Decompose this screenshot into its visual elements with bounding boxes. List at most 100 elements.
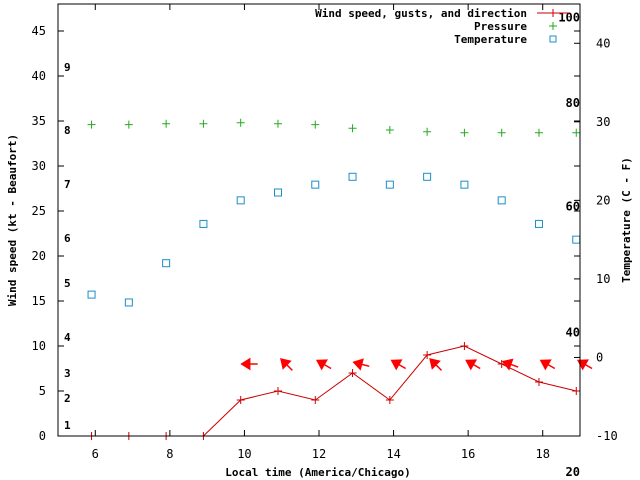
- y2-tick-label: 10: [596, 272, 610, 286]
- pressure-point: [273, 119, 282, 128]
- beaufort-label: 5: [64, 277, 71, 290]
- legend-wind-label: Wind speed, gusts, and direction: [315, 7, 527, 20]
- beaufort-label: 8: [64, 124, 71, 137]
- y2-tick-label: 40: [596, 36, 610, 50]
- x-tick-label: 12: [312, 447, 326, 461]
- y2-tick-label: 0: [596, 350, 603, 364]
- y-tick-label: 20: [32, 249, 46, 263]
- y-tick-label: 10: [32, 339, 46, 353]
- x-axis-label: Local time (America/Chicago): [225, 466, 410, 479]
- pressure-point: [460, 128, 469, 137]
- wind-direction-arrow: [240, 357, 258, 371]
- beaufort-label: 4: [64, 331, 71, 344]
- wind-point: [572, 387, 581, 395]
- pressure-point: [423, 127, 432, 136]
- beaufort-label: 9: [64, 61, 71, 74]
- wind-direction-arrows: [240, 357, 593, 371]
- pressure-point: [199, 119, 208, 128]
- pressure-point: [385, 126, 394, 134]
- wind-direction-arrow: [280, 358, 293, 371]
- pressure-point: [311, 120, 320, 129]
- fahrenheit-label: 100: [558, 11, 580, 25]
- x-axis-ticks: 6 8 10 12 14 16 18: [92, 4, 550, 461]
- fahrenheit-label: 80: [566, 96, 580, 110]
- temperature-point: [423, 172, 432, 181]
- temperature-point: [534, 219, 543, 228]
- y2-tick-label: 30: [596, 115, 610, 129]
- wind-point: [273, 387, 282, 395]
- pressure-series: [87, 118, 581, 137]
- wind-direction-arrow: [352, 358, 370, 371]
- y2-tick-label: 20: [596, 193, 610, 207]
- pressure-point: [236, 118, 245, 127]
- wind-point: [236, 396, 245, 404]
- temperature-point: [162, 259, 171, 268]
- x-tick-label: 14: [386, 447, 400, 461]
- legend-temperature-marker: [549, 35, 557, 43]
- wind-point: [311, 396, 320, 404]
- pressure-point: [348, 124, 357, 133]
- wind-point: [385, 396, 394, 404]
- beaufort-label: 2: [64, 392, 71, 405]
- temperature-point: [311, 180, 320, 189]
- temperature-point: [124, 298, 133, 307]
- fahrenheit-label: 60: [566, 200, 580, 214]
- y-tick-label: 35: [32, 114, 46, 128]
- legend-temperature-label: Temperature: [454, 33, 527, 46]
- y2-axis-label: Temperature (C - F): [620, 157, 633, 283]
- fahrenheit-label: 40: [566, 326, 580, 340]
- y-tick-label: 45: [32, 24, 46, 38]
- legend-pressure-marker: [549, 22, 557, 30]
- wind-direction-arrow: [501, 358, 519, 371]
- temperature-point: [460, 180, 469, 189]
- beaufort-label: 3: [64, 367, 71, 380]
- wind-direction-arrow: [315, 359, 332, 371]
- beaufort-labels: 1 2 3 4 5 6 7 8 9: [64, 61, 71, 432]
- temperature-point: [87, 290, 96, 299]
- temperature-point: [273, 188, 282, 197]
- x-tick-label: 16: [461, 447, 475, 461]
- wind-direction-arrow: [465, 359, 481, 371]
- temperature-point: [236, 196, 245, 205]
- beaufort-label: 6: [64, 232, 71, 245]
- fahrenheit-labels: 20 40 60 80 100: [558, 11, 580, 480]
- y-tick-label: 30: [32, 159, 46, 173]
- wind-point: [460, 342, 469, 350]
- temperature-point: [348, 172, 357, 181]
- temperature-point: [385, 180, 394, 189]
- beaufort-label: 1: [64, 419, 71, 432]
- fahrenheit-label: 20: [566, 465, 580, 479]
- y-tick-label: 25: [32, 204, 46, 218]
- x-tick-label: 10: [237, 447, 251, 461]
- wind-point: [348, 369, 357, 377]
- legend-wind-marker: [549, 9, 557, 17]
- pressure-point: [572, 128, 581, 137]
- right-axis-ticks: -10 0 10 20 30 40: [574, 36, 618, 443]
- temperature-point: [497, 196, 506, 205]
- y-tick-label: 5: [39, 384, 46, 398]
- y-tick-label: 15: [32, 294, 46, 308]
- x-tick-label: 8: [166, 447, 173, 461]
- x-tick-label: 18: [535, 447, 549, 461]
- y2-tick-label: -10: [596, 429, 618, 443]
- y-axis-label: Wind speed (kt - Beaufort): [6, 134, 19, 306]
- legend-pressure-label: Pressure: [474, 20, 527, 33]
- pressure-point: [497, 128, 506, 137]
- plot-frame: [57, 3, 581, 437]
- pressure-point: [124, 120, 133, 129]
- beaufort-label: 7: [64, 178, 71, 191]
- pressure-point: [534, 128, 543, 137]
- wind-direction-arrow: [390, 359, 407, 371]
- wind-direction-arrow: [539, 359, 556, 371]
- pressure-point: [162, 119, 171, 128]
- legend: Wind speed, gusts, and direction Pressur…: [315, 7, 569, 46]
- wind-direction-arrow: [429, 358, 443, 371]
- x-tick-label: 6: [92, 447, 99, 461]
- pressure-point: [87, 120, 96, 129]
- wind-point: [423, 351, 432, 359]
- plot-background: [58, 4, 580, 436]
- wind-point: [534, 378, 543, 386]
- y-tick-label: 40: [32, 69, 46, 83]
